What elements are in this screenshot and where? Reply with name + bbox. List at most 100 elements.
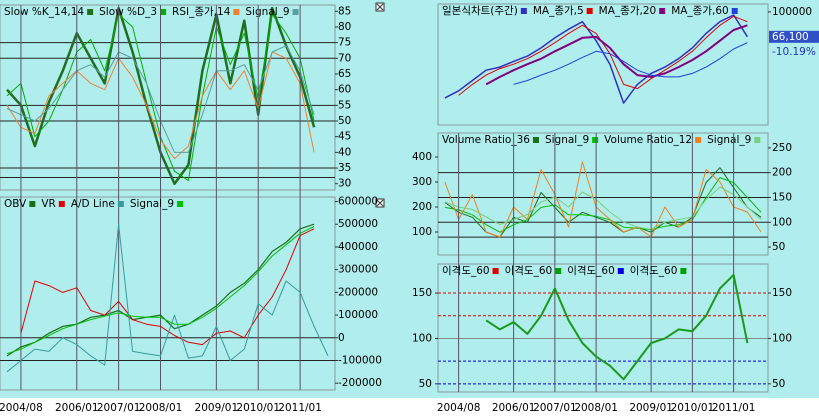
close-button[interactable] [375, 198, 385, 208]
close-button[interactable] [375, 2, 385, 12]
x-tick-label: 2008/01 [139, 402, 183, 414]
panel-frame [0, 4, 336, 191]
y-tick-label: 50 [772, 378, 785, 390]
legend-swatch [117, 201, 124, 207]
legend-label: Signal_9 [545, 134, 589, 146]
legend-label: 이격도_60 [505, 264, 553, 277]
panel-frame [0, 196, 336, 391]
y-tick-label: 250 [772, 142, 792, 154]
y-tick-label: 60 [338, 84, 351, 96]
legend-label: MA_종가,20 [599, 5, 657, 17]
legend-label: VR [41, 198, 55, 210]
y-tick-label: 300 [412, 176, 432, 188]
panel-frame [437, 132, 769, 256]
x-tick-label: 2007/01 [533, 402, 577, 414]
legend-label: Volume Ratio_36 [442, 134, 530, 146]
x-tick-label: 2004/08 [437, 402, 481, 414]
legend-swatch [586, 8, 593, 14]
x-tick-label: 2008/01 [574, 402, 618, 414]
series-line [444, 161, 762, 238]
y-tick-label: 35 [338, 162, 351, 174]
legend-swatch [680, 268, 687, 274]
legend-swatch [659, 8, 666, 14]
legend-swatch [29, 201, 36, 207]
y-tick-label: 200000 [338, 286, 378, 298]
y-tick-label: 200 [772, 167, 792, 179]
y-tick-label: 100000 [338, 309, 378, 321]
series-line [6, 223, 315, 357]
legend-label: Signal_9 [130, 198, 174, 210]
y-tick-label: 500000 [338, 218, 378, 230]
legend-label: 이격도_60 [567, 264, 615, 277]
y-tick-label: 75 [338, 37, 351, 49]
legend-swatch [292, 9, 299, 15]
legend-label: Slow %D_3 [99, 6, 157, 18]
legend-label: 일본식차트(주간) [442, 4, 518, 17]
x-tick-label: 2006/01 [55, 402, 99, 414]
series-line [444, 186, 762, 230]
legend-swatch [492, 268, 499, 274]
y-tick-label: 400000 [338, 241, 378, 253]
legend-swatch [160, 9, 167, 15]
y-tick-label: 150 [412, 287, 432, 299]
y-tick-label: 100 [412, 226, 432, 238]
last-value-label: 66,100 [772, 31, 809, 43]
series-line [20, 228, 315, 346]
legend-swatch [555, 268, 562, 274]
legend-swatch [592, 137, 599, 143]
series-line [444, 177, 762, 233]
legend-swatch [532, 137, 539, 143]
legend-swatch [695, 137, 702, 143]
y-tick-label: 200 [412, 201, 432, 213]
last-value-box [769, 30, 819, 43]
x-tick-label: 2007/01 [97, 402, 141, 414]
legend-label: A/D Line [71, 198, 115, 210]
legend-swatch [520, 8, 527, 14]
legend-swatch [233, 9, 240, 15]
y-tick-label: 65 [338, 68, 351, 80]
legend-swatch [58, 201, 65, 207]
series-line [485, 24, 748, 86]
y-tick-label: 30 [338, 178, 351, 190]
series-line [485, 273, 749, 381]
y-tick-label: 0 [338, 332, 345, 344]
legend-label: MA_종가,60 [671, 5, 729, 17]
legend-swatch [617, 268, 624, 274]
y-tick-label: 70 [338, 52, 351, 64]
x-tick-label: 2011/01 [278, 402, 322, 414]
x-tick-label: 2004/08 [0, 402, 43, 414]
legend-label: OBV [4, 198, 27, 210]
legend-label: Signal_9 [707, 134, 751, 146]
legend-label: Volume Ratio_12 [604, 134, 692, 146]
x-tick-label: 2009/01 [195, 402, 239, 414]
x-tick-label: 2009/01 [629, 402, 673, 414]
legend-label: RSI_종가,14 [172, 6, 231, 18]
y-tick-label: 45 [338, 131, 351, 143]
y-tick-label: 150 [772, 191, 792, 203]
y-tick-label: 100000 [772, 6, 812, 18]
legend-label: 이격도_60 [630, 264, 678, 277]
y-tick-label: 100 [772, 216, 792, 228]
y-tick-label: -100000 [338, 354, 382, 366]
series-line [444, 14, 749, 104]
legend-label: Signal_9 [245, 6, 289, 18]
legend-swatch [731, 8, 738, 14]
y-tick-label: 80 [338, 21, 351, 33]
y-tick-label: 600000 [338, 196, 378, 208]
x-tick-label: 2010/01 [671, 402, 715, 414]
panel-frame [437, 263, 769, 393]
legend-label: 이격도_60 [442, 264, 490, 277]
y-tick-label: 150 [772, 287, 792, 299]
y-tick-label: 100 [412, 332, 432, 344]
y-tick-label: 50 [338, 115, 351, 127]
y-tick-label: 50 [419, 378, 432, 390]
legend-swatch [177, 201, 184, 207]
legend-swatch [87, 9, 94, 15]
legend-label: MA_종가,5 [533, 5, 584, 17]
legend-label: Slow %K_14,14 [4, 6, 84, 18]
y-tick-label: -200000 [338, 377, 382, 389]
y-tick-label: 40 [338, 146, 351, 158]
y-tick-label: 50 [772, 241, 785, 253]
